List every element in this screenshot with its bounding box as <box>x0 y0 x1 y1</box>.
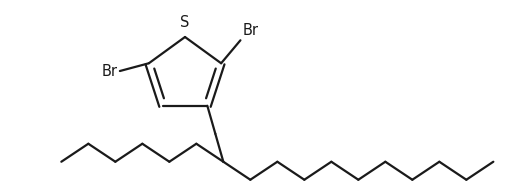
Text: S: S <box>180 15 190 30</box>
Text: Br: Br <box>102 64 118 79</box>
Text: Br: Br <box>243 23 258 38</box>
